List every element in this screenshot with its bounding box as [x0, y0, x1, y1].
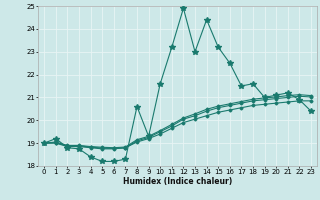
- X-axis label: Humidex (Indice chaleur): Humidex (Indice chaleur): [123, 177, 232, 186]
